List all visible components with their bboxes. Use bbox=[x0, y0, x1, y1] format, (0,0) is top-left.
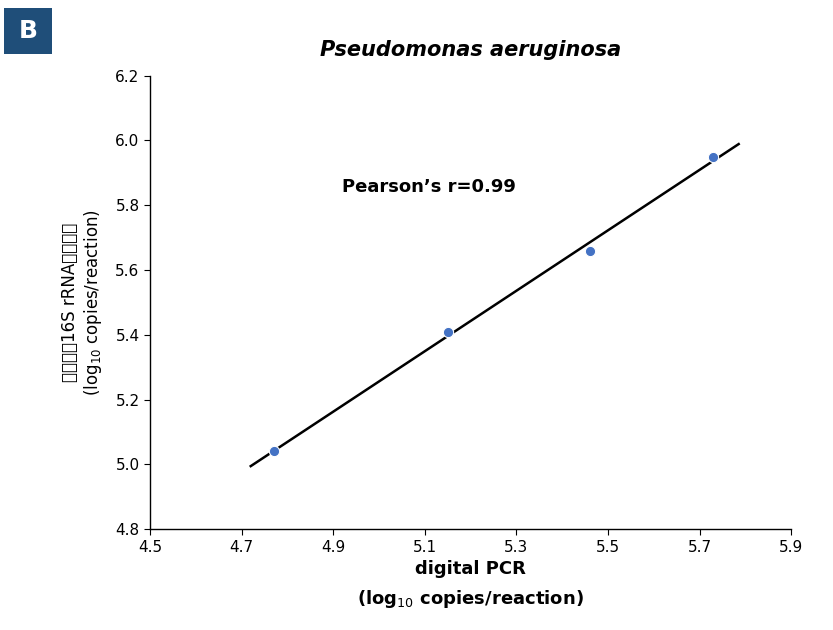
Text: (log$_{10}$ copies/reaction): (log$_{10}$ copies/reaction) bbox=[357, 588, 584, 610]
Point bbox=[706, 152, 720, 162]
Point bbox=[441, 326, 455, 336]
Text: Pearson’s r=0.99: Pearson’s r=0.99 bbox=[342, 178, 516, 196]
Text: B: B bbox=[19, 19, 37, 43]
Y-axis label: 絶対定量16S rRNA菌叢解析
(log$_{10}$ copies/reaction): 絶対定量16S rRNA菌叢解析 (log$_{10}$ copies/reac… bbox=[61, 209, 104, 396]
X-axis label: digital PCR: digital PCR bbox=[415, 560, 526, 578]
Point bbox=[583, 246, 596, 256]
Title: Pseudomonas aeruginosa: Pseudomonas aeruginosa bbox=[320, 40, 621, 60]
Point bbox=[267, 447, 280, 457]
